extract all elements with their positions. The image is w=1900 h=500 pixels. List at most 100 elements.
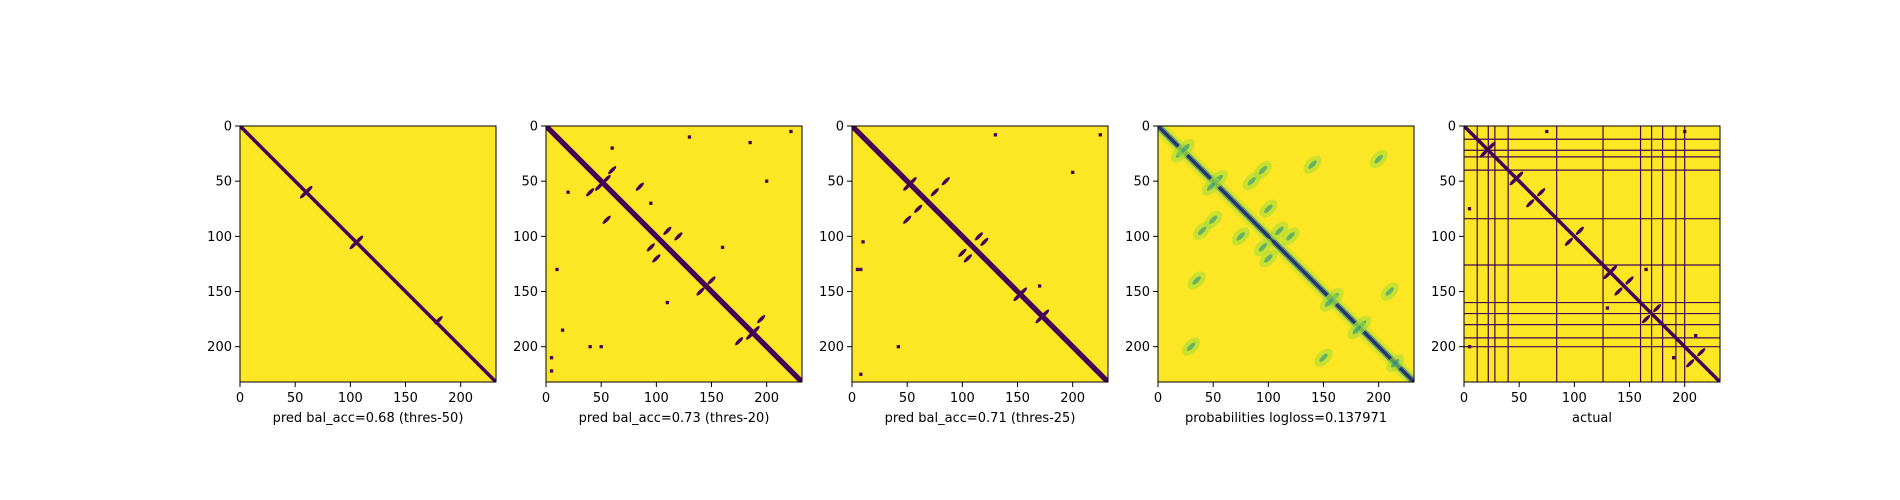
axes-frame [545,125,803,383]
contact-spot [1037,284,1042,288]
contact-blob [602,174,611,184]
contact-blob [299,190,309,199]
diagonal-band [546,126,802,382]
contact-blob [1641,315,1651,324]
x-tick-label: 100 [1562,391,1587,406]
contact-spot [687,135,692,139]
x-tick-label: 200 [1060,391,1085,406]
x-axis-label: pred bal_acc=0.68 (thres-50) [273,411,464,426]
contact-spot [1644,267,1648,272]
y-tick-label: 100 [819,230,844,245]
x-axis-label: pred bal_acc=0.71 (thres-25) [885,411,1076,426]
probability-blob-core [1186,342,1196,351]
heatmap-panel-2: 0 50 100 150 200 0 50 100 150 200 pred bal_acc=0.7… [513,120,803,426]
probability-blob-core [1286,232,1295,241]
contact-blob [349,241,358,250]
contact-spot [1098,133,1102,137]
contact-blob [707,276,716,285]
probability-blob-core [1385,287,1394,296]
contact-blob [757,315,766,324]
x-tick-label: 100 [644,391,669,406]
contact-blob [1575,226,1584,235]
axes-frame [1463,125,1721,383]
contact-blob [1614,287,1623,296]
contact-blob [903,215,912,224]
heatmap-panel-1: 0 50 100 150 200 0 50 100 150 200 pred bal_acc=0.6… [207,120,497,426]
heatmap-cells [1158,126,1414,382]
contact-blob [1035,315,1044,324]
contact-spot [1605,306,1610,310]
contact-spot [789,129,793,134]
diagonal-band [240,126,496,382]
x-tick-label: 150 [1311,391,1336,406]
contact-blob [663,226,672,235]
contact-blob [1686,359,1695,368]
contact-blob [930,188,939,197]
y-tick-label: 200 [207,340,232,355]
y-tick-label: 50 [1439,175,1456,190]
heatmap-cells [546,126,802,382]
x-axis-label: pred bal_acc=0.73 (thres-20) [579,411,770,426]
x-tick-label: 0 [1460,391,1468,406]
contact-spot [748,140,752,145]
y-tick-label: 100 [513,230,538,245]
contact-blob [903,182,912,191]
contact-spot [649,201,653,205]
y-tick-label: 0 [836,120,844,135]
probability-blob-core [1275,226,1284,236]
x-tick-label: 200 [1366,391,1391,406]
contact-blob [735,337,744,346]
x-tick-label: 200 [754,391,779,406]
y-tick-label: 0 [224,120,232,135]
y-tick-label: 150 [819,285,844,300]
contact-blob [980,237,989,246]
axes-frame [1157,125,1415,383]
y-tick-label: 150 [207,285,232,300]
contact-blob [751,326,760,335]
y-tick-label: 150 [513,285,538,300]
contact-spot [1071,170,1075,174]
y-tick-label: 200 [513,340,538,355]
y-tick-label: 0 [1142,120,1150,135]
y-tick-label: 200 [819,340,844,355]
contact-spot [859,267,863,272]
contact-blob [1625,276,1634,285]
x-tick-label: 50 [1205,391,1222,406]
contact-blob [1487,141,1496,150]
probability-blob-core [1264,254,1273,263]
contact-spot [549,356,554,360]
contact-blob [1564,237,1573,246]
x-tick-label: 0 [236,391,244,406]
contact-spot [1694,334,1698,338]
contact-spot [765,179,769,183]
x-tick-label: 50 [899,391,916,406]
y-tick-label: 0 [1448,120,1456,135]
x-tick-label: 100 [1256,391,1281,406]
contact-blob [941,177,950,186]
y-tick-label: 50 [215,175,232,190]
probability-blob-core [1352,325,1361,335]
probability-blob-core [1206,182,1216,191]
contact-blob [646,243,655,252]
contact-spot [665,300,670,305]
x-tick-label: 50 [1511,391,1528,406]
probability-blob-core [1192,276,1201,285]
contact-spot [1672,356,1676,360]
x-tick-label: 50 [593,391,610,406]
y-tick-label: 100 [1125,230,1150,245]
heatmap-panel-3: 0 50 100 150 200 0 50 100 150 200 pred bal_acc=0.7… [819,120,1109,426]
probability-blob-core [1258,165,1268,175]
contact-spot [588,345,592,349]
y-tick-label: 100 [1431,230,1456,245]
heatmap-cells [240,126,496,382]
heatmap-panel-4: 0 50 100 150 200 0 50 100 150 200 probabilities lo… [1125,120,1415,426]
diagonal-band [852,126,1108,382]
probability-blob-core [1197,226,1207,236]
y-tick-label: 200 [1125,340,1150,355]
diagonal-band [1464,126,1720,382]
diagonal-band [1158,126,1414,382]
y-tick-label: 150 [1125,285,1150,300]
x-tick-label: 150 [699,391,724,406]
x-tick-label: 150 [393,391,418,406]
